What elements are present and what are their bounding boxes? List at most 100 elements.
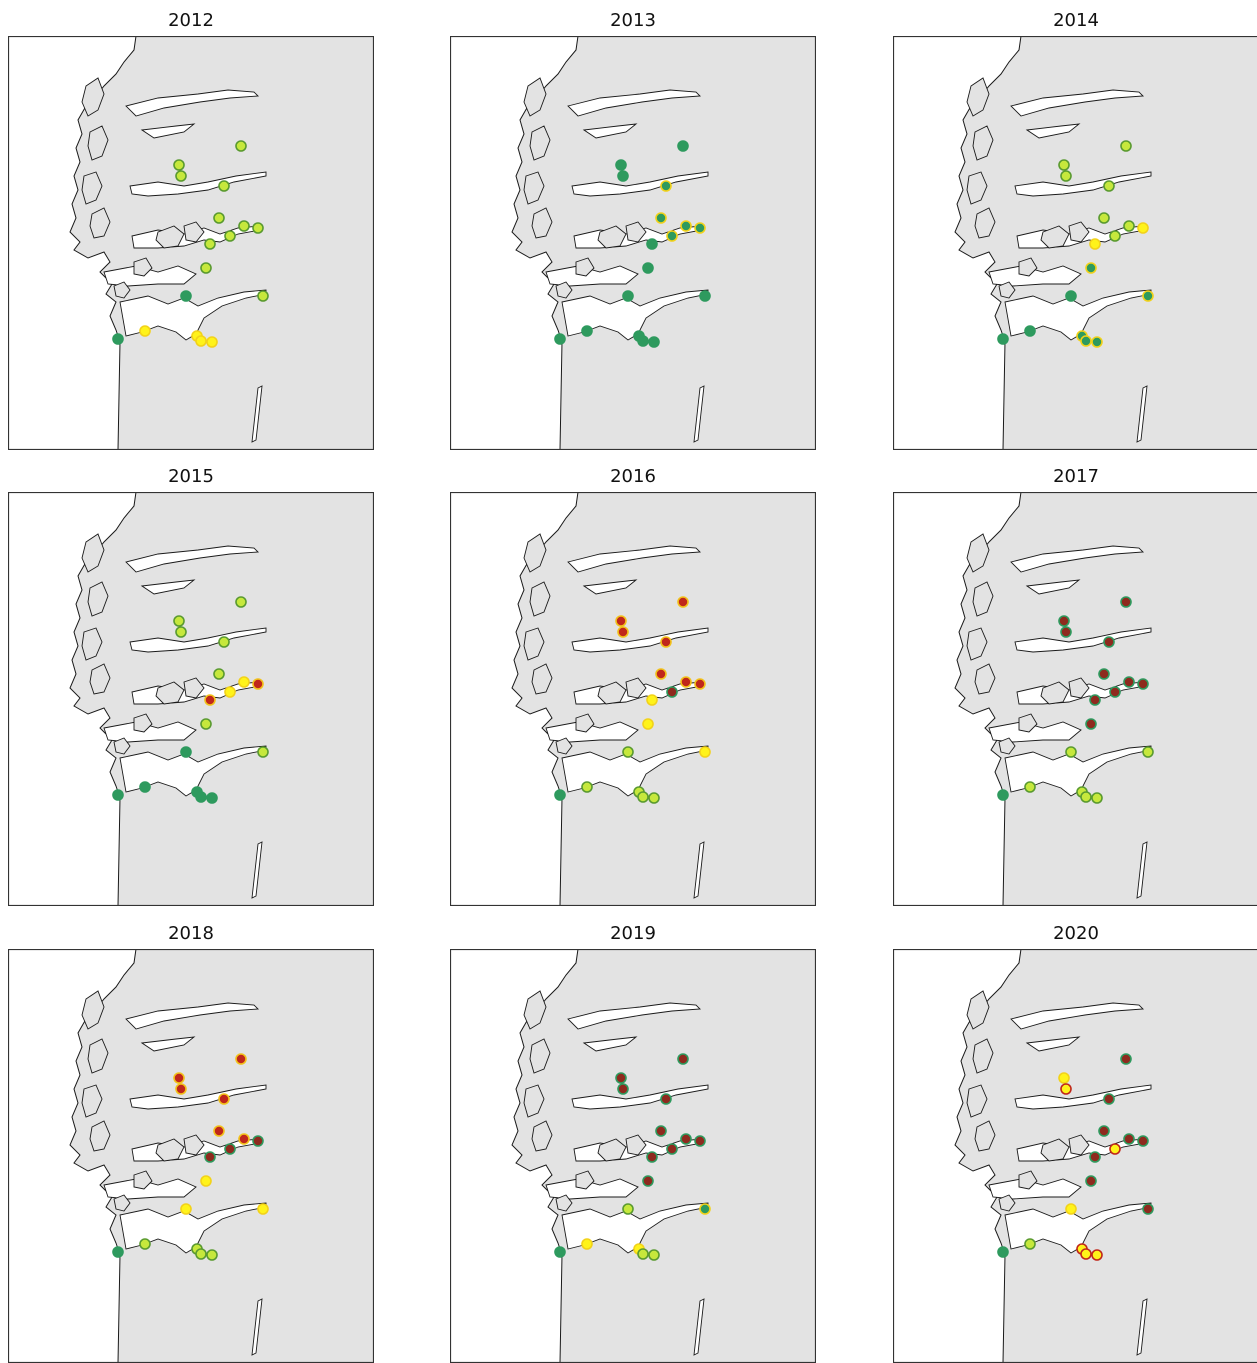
map-frame: [893, 36, 1257, 450]
map-frame: [8, 949, 374, 1363]
station-marker: [219, 181, 229, 191]
station-marker: [647, 1152, 657, 1162]
station-marker: [176, 627, 186, 637]
map-frame: [450, 36, 816, 450]
station-marker: [174, 160, 184, 170]
station-marker: [1061, 1084, 1071, 1094]
station-marker: [207, 337, 217, 347]
station-marker: [1025, 1239, 1035, 1249]
station-marker: [1110, 231, 1120, 241]
panel-title: 2012: [8, 8, 374, 34]
station-marker: [647, 239, 657, 249]
station-marker: [225, 231, 235, 241]
station-marker: [1099, 1126, 1109, 1136]
station-marker: [113, 790, 123, 800]
station-marker: [649, 1250, 659, 1260]
station-marker: [1061, 171, 1071, 181]
panel-title: 2019: [450, 921, 816, 947]
station-marker: [196, 1249, 206, 1259]
station-marker: [998, 790, 1008, 800]
station-marker: [1090, 1152, 1100, 1162]
station-marker: [1110, 687, 1120, 697]
station-marker: [616, 616, 626, 626]
station-marker: [1090, 239, 1100, 249]
station-marker: [174, 1073, 184, 1083]
station-marker: [647, 695, 657, 705]
map-frame: [8, 36, 374, 450]
station-marker: [225, 687, 235, 697]
station-marker: [207, 793, 217, 803]
station-marker: [214, 1126, 224, 1136]
station-marker: [618, 1084, 628, 1094]
station-marker: [258, 747, 268, 757]
station-marker: [1124, 677, 1134, 687]
station-marker: [1059, 160, 1069, 170]
map-svg: [893, 949, 1257, 1363]
map-frame: [893, 949, 1257, 1363]
station-marker: [681, 677, 691, 687]
station-marker: [176, 171, 186, 181]
station-marker: [623, 291, 633, 301]
station-marker: [236, 597, 246, 607]
panel-title: 2017: [893, 464, 1257, 490]
station-marker: [1104, 1094, 1114, 1104]
map-svg: [893, 492, 1257, 906]
station-marker: [582, 782, 592, 792]
station-marker: [582, 326, 592, 336]
station-marker: [555, 790, 565, 800]
station-marker: [695, 1136, 705, 1146]
station-marker: [618, 171, 628, 181]
station-marker: [649, 337, 659, 347]
station-marker: [181, 291, 191, 301]
station-marker: [253, 1136, 263, 1146]
station-marker: [140, 1239, 150, 1249]
station-marker: [678, 1054, 688, 1064]
station-marker: [643, 1176, 653, 1186]
station-marker: [1110, 1144, 1120, 1154]
station-marker: [1143, 291, 1153, 301]
station-marker: [623, 747, 633, 757]
map-svg: [450, 949, 816, 1363]
station-marker: [700, 747, 710, 757]
station-marker: [1143, 747, 1153, 757]
station-marker: [201, 719, 211, 729]
station-marker: [700, 291, 710, 301]
station-marker: [616, 160, 626, 170]
station-marker: [201, 263, 211, 273]
station-marker: [1092, 1250, 1102, 1260]
station-marker: [207, 1250, 217, 1260]
station-marker: [1090, 695, 1100, 705]
station-marker: [1066, 1204, 1076, 1214]
station-marker: [196, 336, 206, 346]
station-marker: [205, 239, 215, 249]
station-marker: [1138, 223, 1148, 233]
station-marker: [225, 1144, 235, 1154]
station-marker: [1081, 1249, 1091, 1259]
map-frame: [893, 492, 1257, 906]
map-svg: [8, 492, 374, 906]
station-marker: [656, 1126, 666, 1136]
map-svg: [893, 36, 1257, 450]
station-marker: [181, 747, 191, 757]
station-marker: [695, 679, 705, 689]
panel-title: 2015: [8, 464, 374, 490]
station-marker: [140, 782, 150, 792]
station-marker: [1081, 792, 1091, 802]
station-marker: [1121, 597, 1131, 607]
station-marker: [623, 1204, 633, 1214]
station-marker: [176, 1084, 186, 1094]
station-marker: [1104, 181, 1114, 191]
map-frame: [450, 492, 816, 906]
station-marker: [656, 669, 666, 679]
station-marker: [661, 181, 671, 191]
map-svg: [8, 949, 374, 1363]
station-marker: [1124, 221, 1134, 231]
station-marker: [219, 637, 229, 647]
station-marker: [582, 1239, 592, 1249]
station-marker: [1143, 1204, 1153, 1214]
station-marker: [555, 1247, 565, 1257]
station-marker: [1066, 747, 1076, 757]
station-marker: [643, 719, 653, 729]
station-marker: [667, 1144, 677, 1154]
